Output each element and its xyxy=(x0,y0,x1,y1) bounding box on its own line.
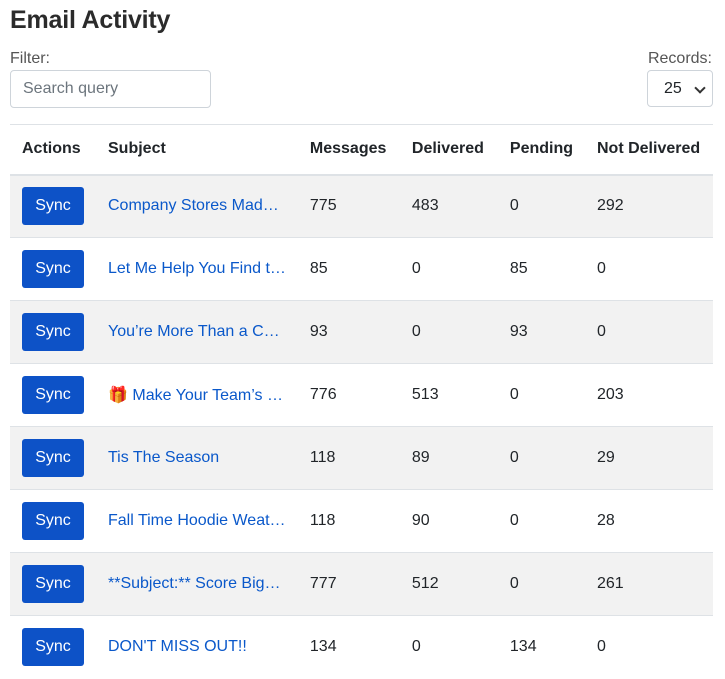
records-selected-value: 25 xyxy=(664,79,682,97)
actions-cell: Sync xyxy=(10,363,96,427)
messages-cell: 93 xyxy=(297,300,400,364)
sync-button[interactable]: Sync xyxy=(22,313,84,351)
filter-label: Filter: xyxy=(10,50,50,67)
table-row: Sync You’re More Than a C… 93 0 93 0 xyxy=(10,300,713,364)
page-title: Email Activity xyxy=(10,6,171,34)
pending-cell: 0 xyxy=(497,426,585,490)
header-messages[interactable]: Messages xyxy=(297,124,400,176)
table-row: Sync Let Me Help You Find t… 85 0 85 0 xyxy=(10,237,713,301)
not-delivered-cell: 28 xyxy=(585,489,713,553)
sync-button[interactable]: Sync xyxy=(22,187,84,226)
not-delivered-cell: 203 xyxy=(585,363,713,427)
not-delivered-cell: 0 xyxy=(585,615,713,679)
subject-cell: Let Me Help You Find t… xyxy=(96,237,298,301)
pending-cell: 93 xyxy=(497,300,585,364)
subject-link[interactable]: DON'T MISS OUT!! xyxy=(108,638,247,656)
delivered-cell: 483 xyxy=(399,174,498,238)
subject-cell: You’re More Than a C… xyxy=(96,300,298,364)
delivered-cell: 513 xyxy=(399,363,498,427)
pending-cell: 0 xyxy=(497,174,585,238)
subject-cell: Fall Time Hoodie Weat… xyxy=(96,489,298,553)
not-delivered-cell: 261 xyxy=(585,552,713,616)
email-activity-table: Actions Subject Messages Delivered Pendi… xyxy=(10,124,713,679)
subject-link[interactable]: 🎁 Make Your Team’s … xyxy=(108,387,283,404)
messages-cell: 118 xyxy=(297,426,400,490)
subject-link[interactable]: You’re More Than a C… xyxy=(108,322,280,340)
delivered-cell: 0 xyxy=(399,300,498,364)
subject-cell: **Subject:** Score Big… xyxy=(96,552,298,616)
header-pending[interactable]: Pending xyxy=(497,124,585,176)
table-row: Sync **Subject:** Score Big… 777 512 0 2… xyxy=(10,552,713,616)
pending-cell: 134 xyxy=(497,615,585,679)
sync-button[interactable]: Sync xyxy=(22,376,84,414)
sync-button[interactable]: Sync xyxy=(22,565,84,603)
search-input[interactable] xyxy=(10,70,211,108)
not-delivered-cell: 29 xyxy=(585,426,713,490)
subject-link[interactable]: Company Stores Mad… xyxy=(108,197,279,215)
actions-cell: Sync xyxy=(10,237,96,301)
subject-cell: Tis The Season xyxy=(96,426,298,490)
actions-cell: Sync xyxy=(10,615,96,679)
pending-cell: 0 xyxy=(497,489,585,553)
messages-cell: 134 xyxy=(297,615,400,679)
actions-cell: Sync xyxy=(10,489,96,553)
delivered-cell: 512 xyxy=(399,552,498,616)
header-not-delivered[interactable]: Not Delivered xyxy=(585,124,713,176)
table-row: Sync Tis The Season 118 89 0 29 xyxy=(10,426,713,490)
actions-cell: Sync xyxy=(10,552,96,616)
actions-cell: Sync xyxy=(10,426,96,490)
subject-link[interactable]: Tis The Season xyxy=(108,448,220,466)
header-delivered[interactable]: Delivered xyxy=(399,124,498,176)
messages-cell: 775 xyxy=(297,174,400,238)
subject-link[interactable]: Let Me Help You Find t… xyxy=(108,259,286,277)
messages-cell: 118 xyxy=(297,489,400,553)
actions-cell: Sync xyxy=(10,300,96,364)
subject-cell: Company Stores Mad… xyxy=(96,174,298,238)
header-actions[interactable]: Actions xyxy=(10,124,96,176)
sync-button[interactable]: Sync xyxy=(22,250,84,288)
subject-cell: 🎁 Make Your Team’s … xyxy=(96,363,298,427)
table-row: Sync 🎁 Make Your Team’s … 776 513 0 203 xyxy=(10,363,713,427)
records-label: Records: xyxy=(647,50,712,67)
messages-cell: 776 xyxy=(297,363,400,427)
table-row: Sync DON'T MISS OUT!! 134 0 134 0 xyxy=(10,615,713,679)
pending-cell: 0 xyxy=(497,552,585,616)
actions-cell: Sync xyxy=(10,174,96,238)
header-subject[interactable]: Subject xyxy=(96,124,298,176)
messages-cell: 777 xyxy=(297,552,400,616)
delivered-cell: 90 xyxy=(399,489,498,553)
sync-button[interactable]: Sync xyxy=(22,628,84,667)
table-row: Sync Company Stores Mad… 775 483 0 292 xyxy=(10,174,713,238)
sync-button[interactable]: Sync xyxy=(22,439,84,477)
delivered-cell: 0 xyxy=(399,237,498,301)
pending-cell: 85 xyxy=(497,237,585,301)
chevron-down-icon xyxy=(694,82,706,94)
messages-cell: 85 xyxy=(297,237,400,301)
delivered-cell: 0 xyxy=(399,615,498,679)
not-delivered-cell: 292 xyxy=(585,174,713,238)
table-row: Sync Fall Time Hoodie Weat… 118 90 0 28 xyxy=(10,489,713,553)
table-header-row: Actions Subject Messages Delivered Pendi… xyxy=(10,124,713,176)
not-delivered-cell: 0 xyxy=(585,237,713,301)
pending-cell: 0 xyxy=(497,363,585,427)
records-select[interactable]: 25 xyxy=(647,70,713,107)
sync-button[interactable]: Sync xyxy=(22,502,84,540)
subject-cell: DON'T MISS OUT!! xyxy=(96,615,298,679)
subject-link[interactable]: Fall Time Hoodie Weat… xyxy=(108,511,286,529)
not-delivered-cell: 0 xyxy=(585,300,713,364)
delivered-cell: 89 xyxy=(399,426,498,490)
subject-link[interactable]: **Subject:** Score Big… xyxy=(108,574,281,592)
